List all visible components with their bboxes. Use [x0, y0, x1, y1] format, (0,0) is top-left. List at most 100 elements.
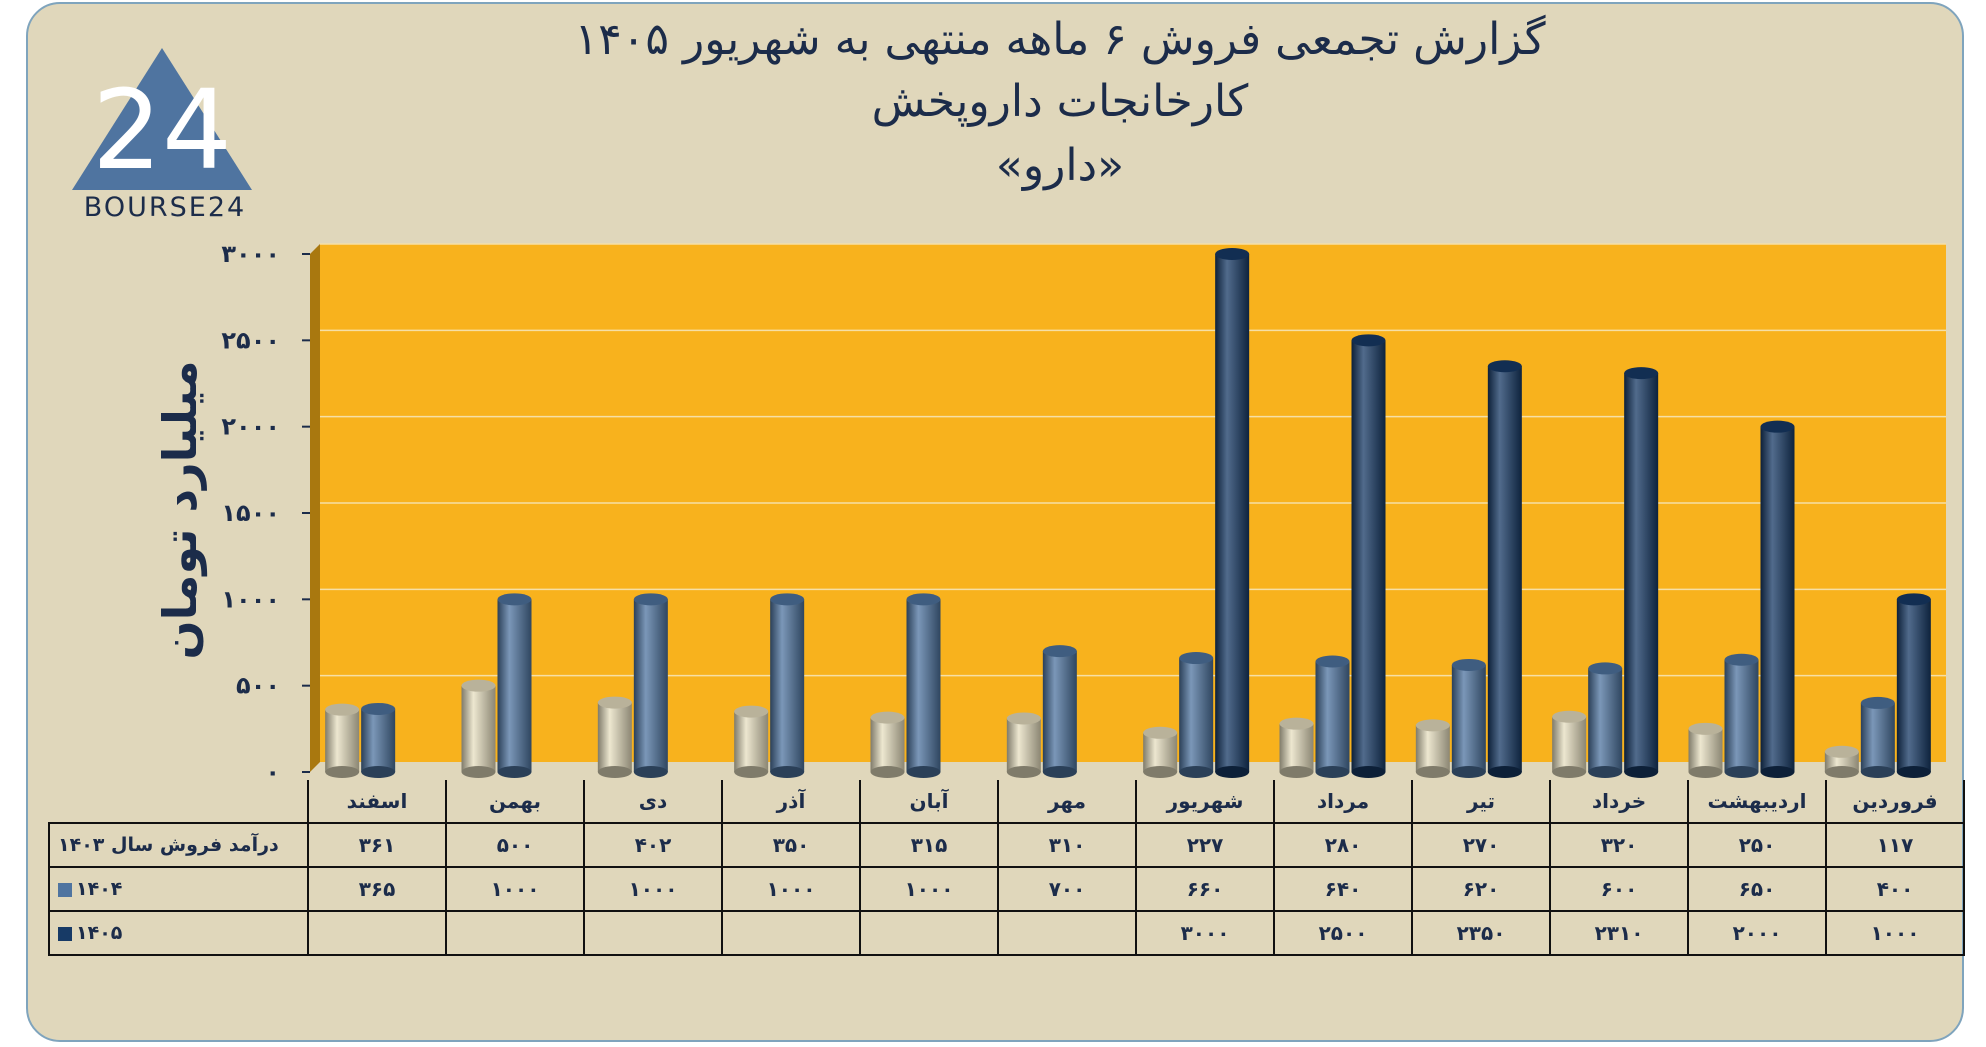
- bar-1: [1860, 702, 1895, 772]
- bar-1: [770, 599, 805, 772]
- chart-title-line-2: کارخانجات داروپخش: [871, 76, 1249, 127]
- bar-top-2: [1624, 367, 1659, 380]
- bourse24-logo: 24: [72, 48, 252, 194]
- table-cell: ۲۵۰: [1687, 822, 1827, 868]
- bar-base-1: [1451, 766, 1486, 778]
- table-cell: [445, 910, 585, 956]
- table-cell: ۱۰۰۰: [445, 866, 585, 912]
- bar-base-2: [1351, 766, 1386, 778]
- bar-base-0: [1279, 766, 1314, 778]
- table-cell: ۲۳۵۰: [1411, 910, 1551, 956]
- table-cell: ۲۲۷: [1135, 822, 1275, 868]
- bar-base-2: [1624, 766, 1659, 778]
- bar-0: [1415, 725, 1450, 772]
- bar-top-2: [1760, 420, 1795, 433]
- bar-top-1: [1860, 696, 1895, 709]
- bar-top-1: [497, 593, 532, 606]
- bar-0: [325, 709, 360, 772]
- category-label: بهمن: [445, 780, 585, 824]
- table-cell: ۱۱۷: [1825, 822, 1965, 868]
- data-table: اسفند بهمن دی آذر آبان مهر شهریور مرداد تیر خرداد…: [48, 780, 1965, 956]
- bar-top-1: [906, 593, 941, 606]
- category-label: فروردین: [1825, 780, 1965, 824]
- table-cell: [859, 910, 999, 956]
- bar-top-0: [1415, 719, 1450, 732]
- bar-1: [1451, 664, 1486, 772]
- category-label: مهر: [997, 780, 1137, 824]
- bar-base-1: [1179, 766, 1214, 778]
- category-label: اسفند: [307, 780, 447, 824]
- table-cell: ۳۱۰: [997, 822, 1137, 868]
- bar-base-0: [1006, 766, 1041, 778]
- table-cell: ۲۵۰۰: [1273, 910, 1413, 956]
- bar-top-0: [461, 679, 496, 692]
- bar-top-0: [1688, 722, 1723, 735]
- bar-top-1: [361, 702, 396, 715]
- bar-1: [1179, 658, 1214, 772]
- series-name: ۱۴۰۵: [76, 922, 123, 944]
- bar-base-2: [1896, 766, 1931, 778]
- bar-base-0: [597, 766, 632, 778]
- bar-base-0: [1824, 766, 1859, 778]
- table-cell: ۳۶۱: [307, 822, 447, 868]
- table-header-row: اسفند بهمن دی آذر آبان مهر شهریور مرداد تیر خرداد…: [49, 780, 1965, 824]
- bar-2: [1487, 366, 1522, 772]
- bar-top-2: [1215, 248, 1250, 260]
- table-cell: ۳۲۰: [1549, 822, 1689, 868]
- table-cell: [997, 910, 1137, 956]
- chart-title-line-3: «دارو»: [995, 140, 1125, 191]
- bar-0: [1552, 716, 1587, 772]
- bar-1: [1588, 668, 1623, 772]
- bar-base-0: [461, 766, 496, 778]
- bar-base-0: [1688, 766, 1723, 778]
- table-cell: [307, 910, 447, 956]
- bar-top-0: [325, 703, 360, 716]
- bar-2: [1351, 340, 1386, 772]
- table-cell: ۱۰۰۰: [1825, 910, 1965, 956]
- y-tick-label: ۲۰۰۰: [221, 413, 280, 441]
- series-name: درآمد فروش سال ۱۴۰۳: [58, 834, 279, 856]
- bar-top-1: [1179, 652, 1214, 665]
- bar-0: [1688, 728, 1723, 772]
- bar-top-1: [770, 593, 805, 606]
- table-cell: ۲۳۱۰: [1549, 910, 1689, 956]
- bar-top-2: [1351, 334, 1386, 347]
- bar-1: [633, 599, 668, 772]
- bar-top-0: [1143, 726, 1178, 739]
- table-cell: ۳۰۰۰: [1135, 910, 1275, 956]
- series-label: ۱۴۰۴: [48, 866, 309, 912]
- table-cell: ۱۰۰۰: [859, 866, 999, 912]
- category-label: خرداد: [1549, 780, 1689, 824]
- bar-0: [870, 717, 905, 772]
- bar-2: [1624, 373, 1659, 772]
- table-cell: ۵۰۰: [445, 822, 585, 868]
- table-cell: [583, 910, 723, 956]
- table-cell: ۶۲۰: [1411, 866, 1551, 912]
- table-cell: ۶۵۰: [1687, 866, 1827, 912]
- table-cell: ۲۰۰۰: [1687, 910, 1827, 956]
- bar-2: [1896, 599, 1931, 772]
- bar-top-0: [1006, 712, 1041, 725]
- bar-top-0: [870, 711, 905, 724]
- bar-base-0: [325, 766, 360, 778]
- bar-base-1: [1724, 766, 1759, 778]
- bar-top-2: [1896, 593, 1931, 606]
- table-cell: ۴۰۰: [1825, 866, 1965, 912]
- y-tick-label: ۰: [265, 758, 280, 786]
- bar-0: [1006, 718, 1041, 772]
- table-cell: ۱۰۰۰: [583, 866, 723, 912]
- bar-1: [906, 599, 941, 772]
- bar-top-0: [597, 696, 632, 709]
- logo-numeral: 24: [92, 66, 232, 194]
- bar-base-0: [870, 766, 905, 778]
- category-label: تیر: [1411, 780, 1551, 824]
- table-row-1405: ۱۴۰۵ ۳۰۰۰ ۲۵۰۰ ۲۳۵۰ ۲۳۱۰ ۲۰۰۰ ۱۰۰۰: [48, 910, 1965, 956]
- category-label: دی: [583, 780, 723, 824]
- bar-base-0: [1143, 766, 1178, 778]
- table-cell: ۴۰۲: [583, 822, 723, 868]
- bar-top-0: [734, 705, 769, 718]
- category-label: اردیبهشت: [1687, 780, 1827, 824]
- series-label: ۱۴۰۵: [48, 910, 309, 956]
- y-axis-label: میلیارد تومان: [153, 360, 207, 659]
- bar-top-1: [1724, 653, 1759, 666]
